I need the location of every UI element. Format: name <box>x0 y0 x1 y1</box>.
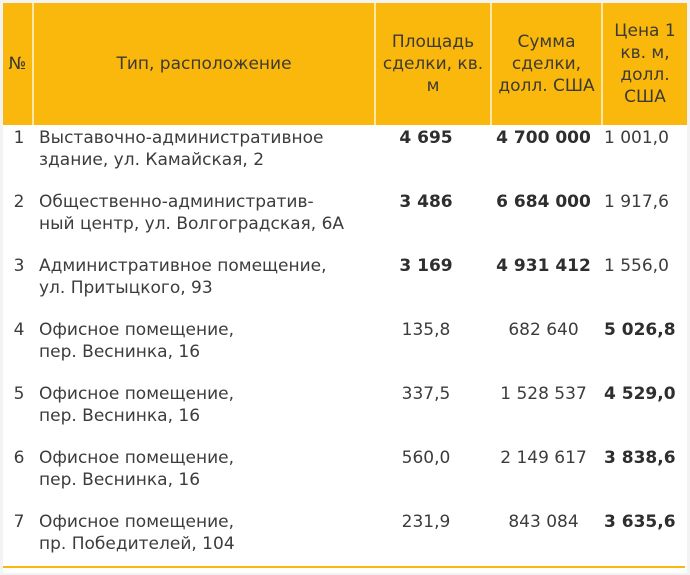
cell-type: Общественно-административ- ный центр, ул… <box>39 192 345 234</box>
cell-num: 1 <box>13 128 25 148</box>
table-row: 2 Общественно-административ- ный центр, … <box>3 191 687 255</box>
cell-num: 4 <box>13 320 25 340</box>
cell-sum: 2 149 617 <box>500 448 587 468</box>
cell-area: 4 695 <box>399 128 453 148</box>
header-area: Площадь сделки, кв. м <box>374 3 491 125</box>
table-header-row: № Тип, расположение Площадь сделки, кв. … <box>3 3 687 125</box>
cell-price: 1 556,0 <box>604 256 669 276</box>
header-type: Тип, расположение <box>32 3 375 125</box>
cell-price: 1 917,6 <box>604 192 669 212</box>
cell-price: 3 838,6 <box>604 448 676 468</box>
cell-num: 7 <box>13 512 25 532</box>
cell-sum: 843 084 <box>508 512 579 532</box>
cell-sum: 4 931 412 <box>496 256 591 276</box>
table-row: 1 Выставочно-административное здание, ул… <box>3 125 687 191</box>
table-row: 6 Офисное помещение, пер. Веснинка, 16 5… <box>3 447 687 511</box>
cell-num: 2 <box>13 192 25 212</box>
cell-sum: 6 684 000 <box>496 192 591 212</box>
table-row: 4 Офисное помещение, пер. Веснинка, 16 1… <box>3 319 687 383</box>
cell-sum: 4 700 000 <box>496 128 591 148</box>
cell-type: Офисное помещение, пр. Победителей, 104 <box>39 512 235 554</box>
cell-type: Административное помещение, ул. Притыцко… <box>39 256 327 298</box>
cell-area: 3 169 <box>399 256 453 276</box>
cell-price: 5 026,8 <box>604 320 676 340</box>
cell-price: 4 529,0 <box>604 384 676 404</box>
header-num: № <box>3 3 33 125</box>
cell-num: 5 <box>13 384 25 404</box>
table-row: 7 Офисное помещение, пр. Победителей, 10… <box>3 511 687 575</box>
cell-price: 1 001,0 <box>604 128 669 148</box>
cell-area: 560,0 <box>401 448 451 468</box>
cell-type: Офисное помещение, пер. Веснинка, 16 <box>39 384 234 426</box>
header-price: Цена 1 кв. м, долл. США <box>601 3 687 125</box>
cell-sum: 682 640 <box>508 320 579 340</box>
deals-table: № Тип, расположение Площадь сделки, кв. … <box>3 3 687 575</box>
table-row: 3 Административное помещение, ул. Притыц… <box>3 255 687 319</box>
cell-type: Офисное помещение, пер. Веснинка, 16 <box>39 320 234 362</box>
deals-table-container: № Тип, расположение Площадь сделки, кв. … <box>3 3 687 573</box>
cell-type: Выставочно-административное здание, ул. … <box>39 128 324 170</box>
cell-price: 3 635,6 <box>604 512 676 532</box>
table-row: 5 Офисное помещение, пер. Веснинка, 16 3… <box>3 383 687 447</box>
cell-type: Офисное помещение, пер. Веснинка, 16 <box>39 448 234 490</box>
header-sum: Сумма сделки, долл. США <box>490 3 602 125</box>
cell-area: 337,5 <box>401 384 451 404</box>
table-bottom-rule <box>3 566 685 568</box>
cell-num: 6 <box>13 448 25 468</box>
cell-sum: 1 528 537 <box>500 384 587 404</box>
cell-area: 135,8 <box>401 320 451 340</box>
cell-num: 3 <box>13 256 25 276</box>
cell-area: 3 486 <box>399 192 453 212</box>
cell-area: 231,9 <box>401 512 451 532</box>
